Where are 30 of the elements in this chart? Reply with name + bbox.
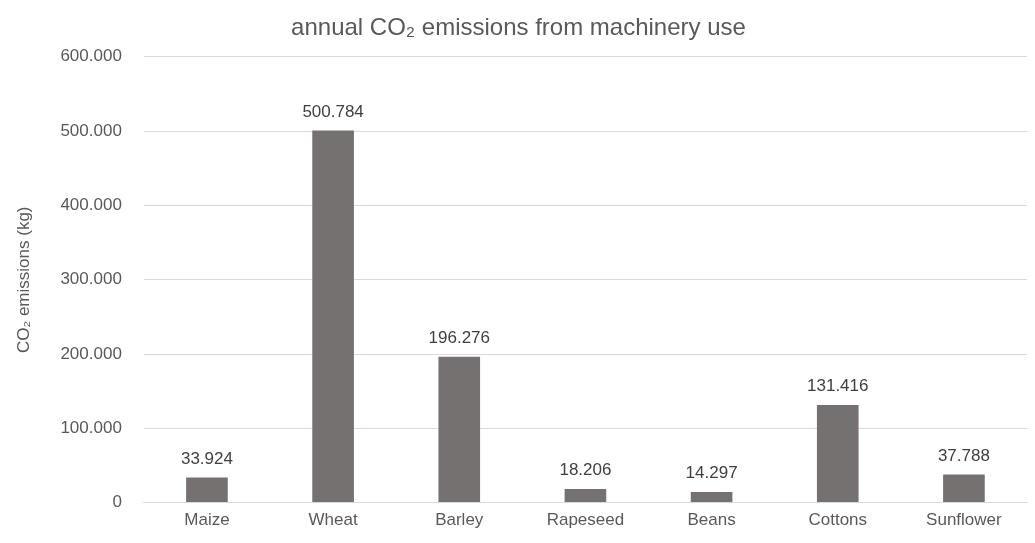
x-tick-label: Rapeseed: [546, 510, 625, 530]
x-tick-label: Sunflower: [926, 510, 1003, 530]
data-label: 500.784: [302, 101, 364, 121]
y-tick-label: 600.000: [60, 46, 122, 66]
y-tick-label: 300.000: [60, 269, 122, 289]
y-axis-title: CO₂ emissions (kg): [13, 206, 33, 353]
bar: [186, 477, 228, 503]
data-label: 14.297: [685, 463, 738, 483]
y-tick-label: 500.000: [60, 120, 122, 140]
data-label: 196.276: [428, 327, 490, 347]
data-label: 18.206: [559, 460, 612, 480]
y-tick-label: 100.000: [60, 417, 122, 437]
x-tick-label: Cottons: [808, 510, 868, 530]
y-tick-label: 200.000: [60, 343, 122, 363]
bar: [438, 356, 481, 503]
y-tick-label: 400.000: [60, 195, 122, 215]
chart-title: annual CO₂ emissions from machinery use: [291, 13, 746, 41]
bar: [943, 474, 985, 503]
x-tick-label: Barley: [435, 510, 484, 530]
y-tick-label: 0: [112, 492, 122, 512]
bar: [312, 130, 354, 503]
data-label: 33.924: [180, 448, 233, 468]
data-label: 131.416: [807, 376, 869, 396]
x-tick-label: Maize: [184, 510, 230, 530]
bar: [690, 491, 733, 503]
data-label: 37.788: [937, 445, 990, 465]
bar: [564, 489, 607, 503]
x-tick-label: Wheat: [308, 510, 358, 530]
bar: [816, 404, 859, 503]
x-tick-label: Beans: [687, 510, 736, 530]
